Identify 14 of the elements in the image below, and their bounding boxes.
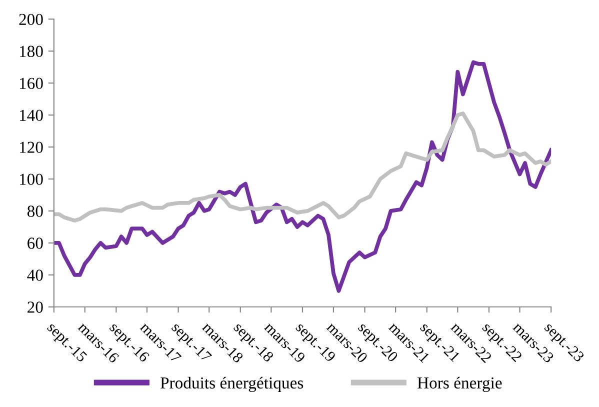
y-tick-label: 140 bbox=[20, 110, 43, 121]
y-tick-label: 100 bbox=[20, 174, 43, 185]
legend-label: Hors énergie bbox=[417, 376, 502, 392]
y-tick-label: 20 bbox=[28, 302, 43, 313]
y-tick-label: 80 bbox=[27, 206, 43, 217]
y-tick-label: 200 bbox=[19, 14, 43, 26]
y-tick-label: 180 bbox=[20, 46, 43, 58]
line-series bbox=[54, 112, 552, 222]
legend-label: Produits énergétiques bbox=[160, 376, 304, 392]
line-series bbox=[54, 60, 552, 293]
y-tick-label: 120 bbox=[20, 142, 43, 153]
y-tick-label: 60 bbox=[28, 238, 43, 249]
y-tick-label: 160 bbox=[20, 78, 43, 90]
y-tick-label: 40 bbox=[27, 270, 43, 281]
